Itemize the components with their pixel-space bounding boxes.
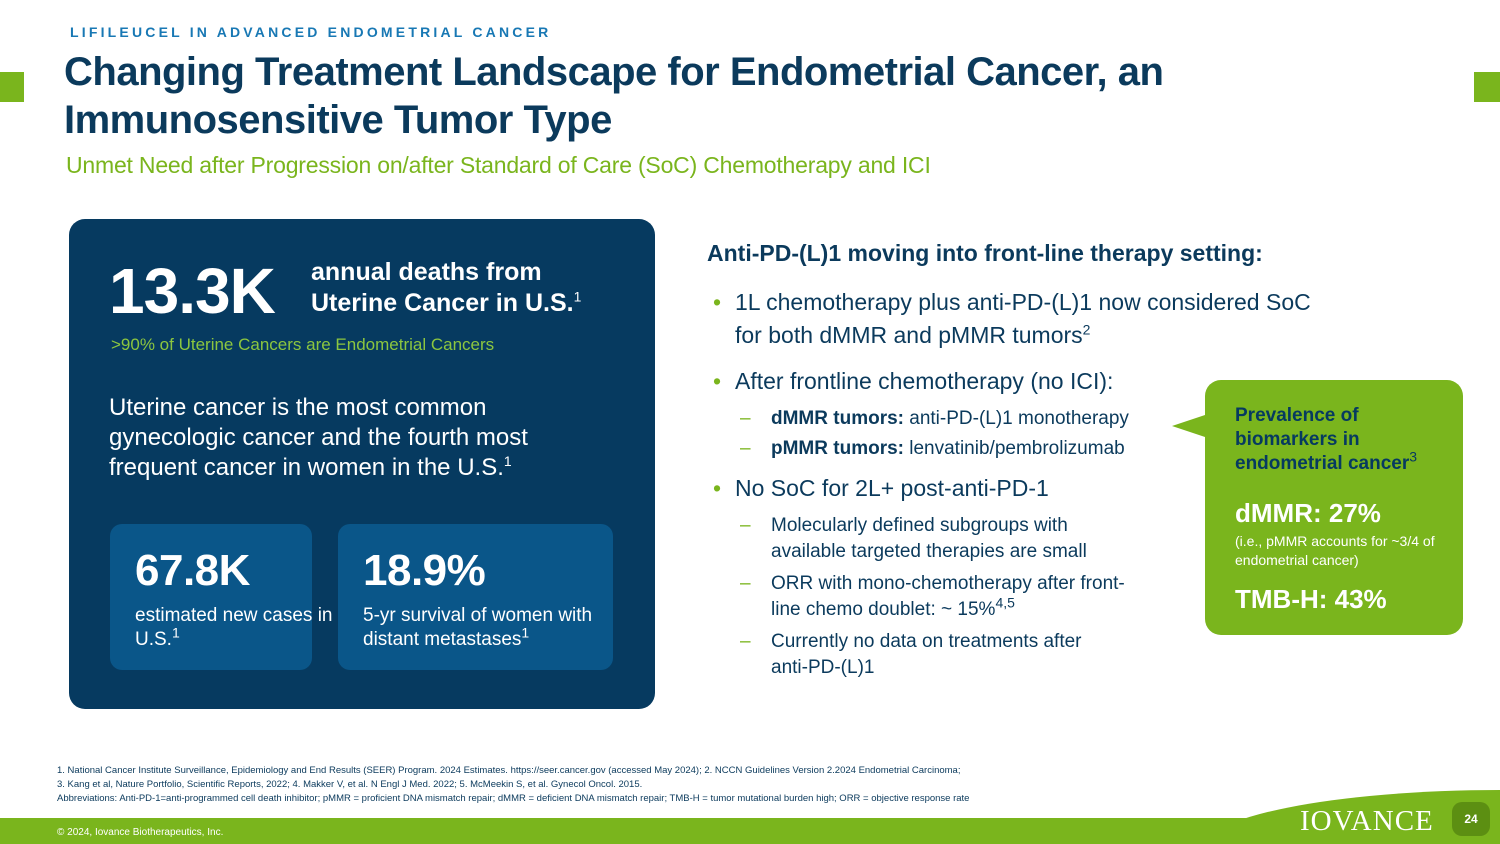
reference-marker: 4,5: [995, 594, 1015, 611]
callout-title: Prevalence of biomarkers in endometrial …: [1235, 405, 1418, 474]
tmb-prevalence: TMB-H: 43%: [1235, 584, 1387, 614]
survival-label: 5-yr survival of women with distant meta…: [363, 605, 593, 650]
therapy-heading: Anti-PD-(L)1 moving into front-line ther…: [707, 240, 1263, 266]
dash-icon: –: [740, 408, 751, 429]
bullet-front-line: • 1L chemotherapy plus anti-PD-(L)1 now …: [713, 286, 1333, 352]
sub-bullet-molecular: – Molecularly defined subgroups with ava…: [740, 515, 1087, 562]
bullet-dot-icon: •: [713, 289, 722, 315]
page-number: 24: [1452, 802, 1490, 836]
bullet-after-frontline: • After frontline chemotherapy (no ICI):: [713, 365, 1353, 398]
uterine-cancer-description: Uterine cancer is the most common gyneco…: [109, 394, 528, 481]
eyebrow-label: LIFILEUCEL IN ADVANCED ENDOMETRIAL CANCE…: [70, 24, 552, 40]
bullet-dot-icon: •: [713, 368, 722, 394]
reference-marker: 1: [573, 288, 582, 305]
footer-bar: [0, 818, 1500, 844]
endometrial-share-note: >90% of Uterine Cancers are Endometrial …: [111, 335, 495, 354]
bullet-no-soc: • No SoC for 2L+ post-anti-PD-1: [713, 472, 1353, 505]
reference-marker: 2: [1082, 321, 1091, 338]
right-accent-bar: [1474, 72, 1500, 102]
survival-value: 18.9%: [363, 546, 486, 595]
dmmr-prevalence: dMMR: 27%: [1235, 498, 1381, 528]
therapy-bullet-list: • 1L chemotherapy plus anti-PD-(L)1 now …: [713, 286, 1353, 681]
new-cases-card: 67.8K estimated new cases in U.S.1: [110, 524, 333, 670]
annual-deaths-value: 13.3K: [109, 255, 276, 327]
statistics-panel: 13.3K annual deaths from Uterine Cancer …: [69, 219, 655, 709]
reference-marker: 1: [521, 624, 530, 641]
dash-icon: –: [740, 438, 751, 459]
biomarker-callout: Prevalence of biomarkers in endometrial …: [1205, 380, 1463, 635]
dash-icon: –: [740, 515, 751, 536]
new-cases-label: estimated new cases in U.S.1: [135, 605, 333, 650]
iovance-logo: IOVANCE: [1300, 805, 1434, 837]
footnote-line: 1. National Cancer Institute Surveillanc…: [57, 765, 961, 776]
pmmr-note: (i.e., pMMR accounts for ~3/4 of endomet…: [1235, 533, 1435, 568]
copyright: © 2024, Iovance Biotherapeutics, Inc.: [57, 827, 224, 838]
sub-bullet-no-data: – Currently no data on treatments after …: [740, 631, 1082, 678]
bullet-dot-icon: •: [713, 475, 722, 501]
dash-icon: –: [740, 573, 751, 594]
dash-icon: –: [740, 631, 751, 652]
callout-pointer-icon: [1172, 414, 1208, 438]
sub-bullet-dmmr: – dMMR tumors: anti-PD-(L)1 monotherapy: [713, 406, 1353, 432]
reference-marker: 1: [171, 624, 180, 641]
annual-deaths-label: annual deaths from Uterine Cancer in U.S…: [311, 258, 582, 317]
footnotes: 1. National Cancer Institute Surveillanc…: [57, 764, 1177, 806]
sub-bullet-pmmr: – pMMR tumors: lenvatinib/pembrolizumab: [713, 436, 1353, 462]
page-title: Changing Treatment Landscape for Endomet…: [64, 50, 1164, 142]
reference-marker: 3: [1409, 448, 1418, 465]
footnote-line: Abbreviations: Anti-PD-1=anti-programmed…: [57, 793, 970, 804]
sub-bullet-orr: – ORR with mono-chemotherapy after front…: [740, 573, 1125, 620]
reference-marker: 1: [503, 453, 512, 469]
left-accent-bar: [0, 72, 24, 102]
page-subtitle: Unmet Need after Progression on/after St…: [66, 152, 931, 178]
survival-card: 18.9% 5-yr survival of women with distan…: [338, 524, 613, 670]
footnote-line: 3. Kang et al, Nature Portfolio, Scienti…: [57, 779, 643, 790]
new-cases-value: 67.8K: [135, 546, 250, 595]
